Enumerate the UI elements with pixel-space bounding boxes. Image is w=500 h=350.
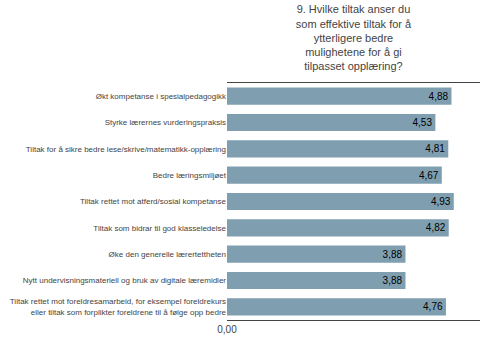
svg-text:Nytt undervisningsmateriell og: Nytt undervisningsmateriell og bruk av d…	[23, 276, 227, 285]
svg-text:3,88: 3,88	[383, 275, 403, 286]
svg-text:Tiltak rettet mot foreldresama: Tiltak rettet mot foreldresamarbeid, for…	[10, 297, 227, 316]
svg-text:Bedre læringsmiljøet: Bedre læringsmiljøet	[153, 171, 227, 180]
svg-text:4,82: 4,82	[426, 222, 446, 233]
svg-text:3,88: 3,88	[383, 249, 403, 260]
svg-text:4,81: 4,81	[425, 143, 445, 154]
svg-text:4,76: 4,76	[423, 301, 443, 312]
svg-text:Tiltak for å sikre bedre lese/: Tiltak for å sikre bedre lese/skrive/mat…	[26, 145, 226, 154]
svg-text:4,88: 4,88	[429, 91, 449, 102]
svg-text:Økt kompetanse i spesialpedago: Økt kompetanse i spesialpedagogikk	[96, 92, 227, 101]
svg-text:Styrke lærernes vurderingsprak: Styrke lærernes vurderingspraksis	[105, 118, 226, 127]
svg-text:4,53: 4,53	[412, 117, 432, 128]
svg-text:Tiltak som bidrar til god klas: Tiltak som bidrar til god klasseledelse	[93, 224, 226, 233]
svg-text:0,00: 0,00	[217, 324, 237, 335]
svg-text:Øke den generelle lærertetthet: Øke den generelle lærertettheten	[109, 250, 226, 259]
svg-text:4,67: 4,67	[419, 170, 439, 181]
svg-text:4,93: 4,93	[431, 196, 451, 207]
svg-text:Tiltak rettet mot atferd/sosia: Tiltak rettet mot atferd/sosial kompetan…	[80, 197, 227, 206]
svg-text:9. Hvilke tiltak anser dusom e: 9. Hvilke tiltak anser dusom effektive t…	[296, 3, 412, 72]
